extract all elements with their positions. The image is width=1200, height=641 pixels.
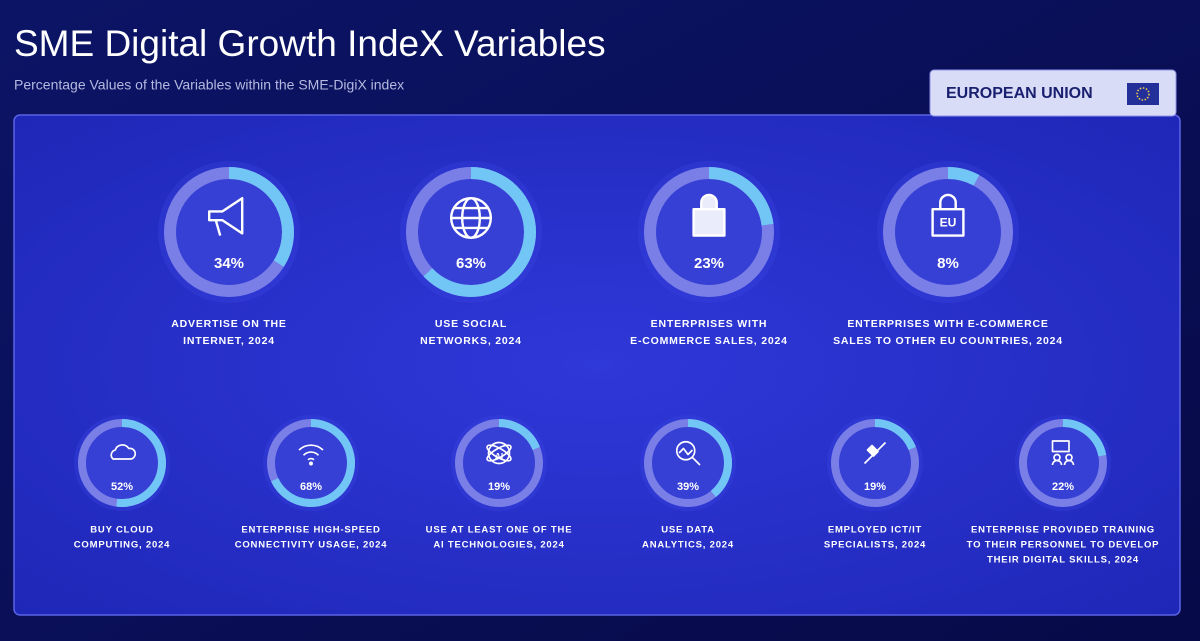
icon — [298, 444, 324, 466]
ring-progress — [267, 419, 355, 507]
region-label: EUROPEAN UNION — [946, 85, 1093, 102]
ring-progress — [883, 167, 1013, 297]
item-label: INTERNET, 2024 — [183, 335, 275, 347]
ring-progress — [78, 419, 166, 507]
item-label: SALES TO OTHER EU COUNTRIES, 2024 — [833, 335, 1063, 347]
item-label: ADVERTISE ON THE — [171, 318, 286, 330]
icon — [449, 196, 493, 240]
icon-shape — [451, 206, 491, 230]
percent-label: 8% — [937, 255, 959, 272]
subtitle: Percentage Values of the Variables withi… — [14, 77, 404, 93]
item-label: ENTERPRISE HIGH-SPEED — [241, 525, 380, 536]
icon-shape — [863, 441, 887, 465]
icon-shape — [207, 196, 244, 236]
icon-shape — [1051, 459, 1075, 466]
ring-progress — [644, 167, 774, 297]
icon-shape — [298, 444, 324, 461]
icon-shape — [487, 441, 511, 465]
percent-label: 19% — [488, 481, 510, 493]
percent-label: 23% — [694, 255, 724, 272]
percent-label: 39% — [677, 481, 699, 493]
item-label: ANALYTICS, 2024 — [642, 540, 734, 551]
icon — [675, 440, 701, 466]
item-label: AI TECHNOLOGIES, 2024 — [433, 540, 564, 551]
region-badge — [929, 69, 1177, 117]
title: SME Digital Growth IndeX Variables — [14, 23, 606, 64]
icon — [1051, 440, 1075, 466]
ring-track — [883, 167, 1013, 297]
item-label: THEIR DIGITAL SKILLS, 2024 — [987, 555, 1139, 566]
icon-shape — [675, 440, 696, 461]
item-label: E-COMMERCE SALES, 2024 — [630, 335, 788, 347]
item-label: BUY CLOUD — [90, 525, 154, 536]
item-label: ENTERPRISES WITH — [651, 318, 768, 330]
icon-shape — [110, 444, 137, 460]
item-label: USE SOCIAL — [435, 318, 507, 330]
item-label: SPECIALISTS, 2024 — [824, 540, 926, 551]
percent-label: 52% — [111, 481, 133, 493]
percent-label: 63% — [456, 255, 486, 272]
icon — [207, 196, 244, 236]
item-label: CONNECTIVITY USAGE, 2024 — [235, 540, 388, 551]
item-label: ENTERPRISE PROVIDED TRAINING — [971, 525, 1155, 536]
item-label: USE DATA — [661, 525, 715, 536]
icon-text: AI — [495, 452, 503, 461]
ring-progress — [455, 419, 543, 507]
icon — [110, 444, 137, 460]
ring-progress — [1019, 419, 1107, 507]
icon-shape — [678, 447, 701, 466]
ring-progress — [406, 167, 536, 297]
item-label: USE AT LEAST ONE OF THE — [426, 525, 573, 536]
icon: AI — [486, 441, 512, 465]
icon-shape — [486, 444, 512, 462]
icon-shape — [1051, 440, 1070, 453]
percent-label: 34% — [214, 255, 244, 272]
ring-progress — [644, 419, 732, 507]
percent-label: 19% — [864, 481, 886, 493]
item-label: NETWORKS, 2024 — [420, 335, 522, 347]
percent-label: 68% — [300, 481, 322, 493]
icon-text: EU — [940, 216, 957, 230]
item-label: TO THEIR PERSONNEL TO DEVELOP — [967, 540, 1160, 551]
item-label: COMPUTING, 2024 — [74, 540, 170, 551]
icon-shape — [931, 193, 965, 237]
icon: EU — [931, 193, 965, 237]
icon-shape — [486, 444, 512, 462]
icon — [863, 441, 887, 465]
eu-flag — [1127, 83, 1159, 105]
ring-progress — [831, 419, 919, 507]
ring-progress — [164, 167, 294, 297]
icon-shape — [692, 193, 726, 237]
item-label: ENTERPRISES WITH E-COMMERCE — [847, 318, 1048, 330]
rings: 34% ADVERTISE ON THE INTERNET, 2024 63% USE … — [74, 161, 1160, 566]
icon — [692, 193, 726, 237]
percent-label: 22% — [1052, 481, 1074, 493]
icon-shape — [309, 461, 313, 466]
item-label: EMPLOYED ICT/IT — [828, 525, 922, 536]
